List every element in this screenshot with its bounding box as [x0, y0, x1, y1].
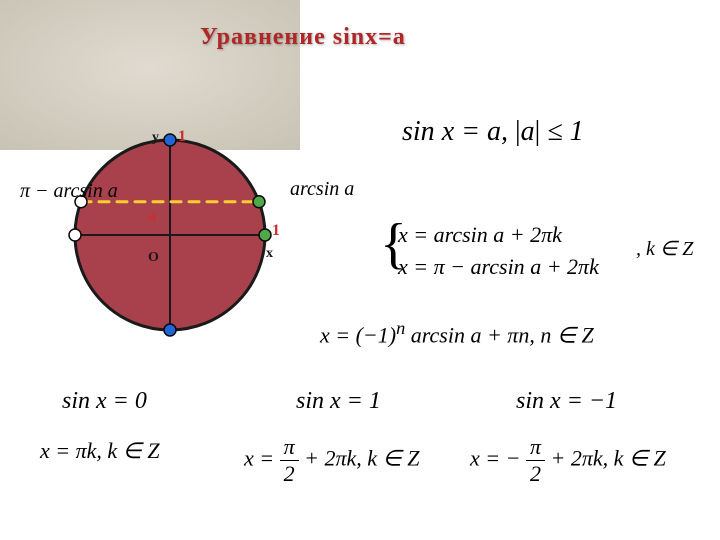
eq-general-exponent: n: [396, 318, 405, 338]
case-head-2: sin x = −1: [516, 388, 617, 415]
equation-main: sin x = a, |a| ≤ 1: [402, 116, 584, 148]
label-arcsin-right: arcsin a: [290, 178, 354, 201]
label-arcsin-left: π − arcsin a: [20, 180, 118, 203]
eq-general-prefix: x = (−1): [320, 322, 396, 347]
case-head-1: sin x = 1: [296, 388, 381, 415]
pi-minus: π −: [20, 180, 54, 202]
unit-circle-diagram: [61, 126, 279, 344]
eq-general-suffix: arcsin a + πn, n ∈ Z: [405, 322, 593, 347]
slide-root: Уравнение sinx=a y x 1 1 a O arcsin a π …: [0, 0, 720, 540]
arcsin-text: arcsin a: [54, 180, 118, 202]
slide-title: Уравнение sinx=a: [200, 24, 406, 51]
equation-general: x = (−1)n arcsin a + πn, n ∈ Z: [320, 318, 594, 348]
unit-circle-svg: [61, 126, 279, 344]
case-head-0: sin x = 0: [62, 388, 147, 415]
tick-label-1-right: 1: [272, 222, 280, 240]
axis-label-y: y: [152, 130, 159, 146]
axis-label-x: x: [266, 246, 273, 262]
case-body-0: x = πk, k ∈ Z: [40, 438, 160, 464]
origin-label: O: [148, 250, 159, 266]
case-body-1: x = π2 + 2πk, k ∈ Z: [244, 436, 419, 485]
tick-label-1-top: 1: [178, 128, 186, 146]
equation-solution-k: , k ∈ Z: [636, 236, 693, 261]
equation-solution-2: x = π − arcsin a + 2πk: [398, 254, 599, 280]
chord-label-a: a: [148, 208, 156, 226]
case-body-2: x = − π2 + 2πk, k ∈ Z: [470, 436, 666, 485]
equation-solution-1: x = arcsin a + 2πk: [398, 222, 562, 248]
